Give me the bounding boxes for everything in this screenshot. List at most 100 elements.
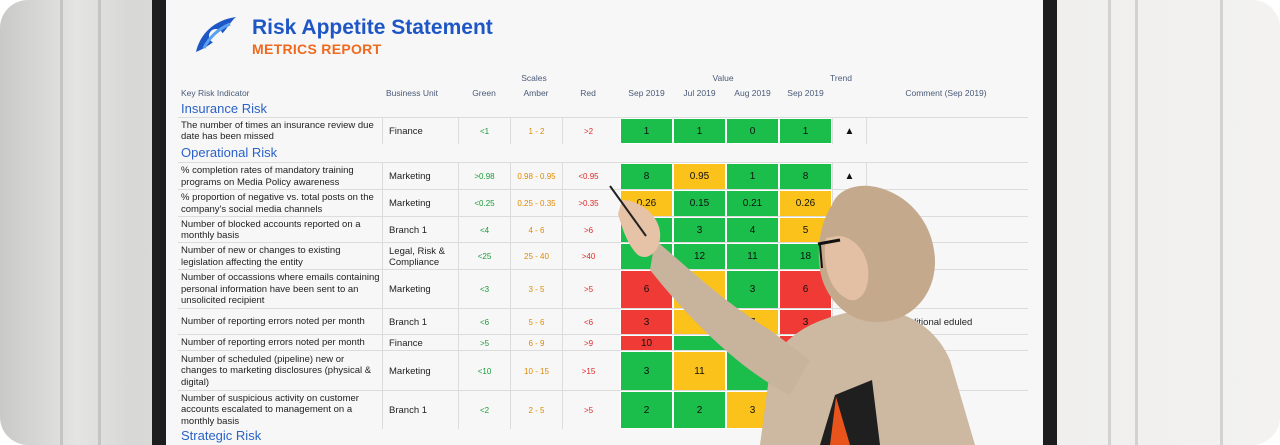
value-cell: 1 (726, 163, 779, 190)
value-cell: 1 (673, 118, 726, 144)
header-month: Sep 2019 (628, 88, 665, 98)
kri-label: % proportion of negative vs. total posts… (181, 192, 374, 215)
header-month: Jul 2019 (683, 88, 716, 98)
business-unit: Branch 1 (382, 309, 458, 335)
wall-panel-line (60, 0, 63, 445)
business-unit: Marketing (382, 163, 458, 190)
table-row: Number of reporting errors noted per mon… (178, 308, 1028, 335)
scale-green: <0.25 (458, 190, 510, 217)
trend-arrow (832, 190, 866, 217)
scale-amber: 25 - 40 (510, 243, 562, 270)
header-business-unit: Business Unit (386, 88, 438, 98)
value-cell: 2 (620, 391, 673, 429)
business-unit: Finance (382, 118, 458, 144)
value-cell: 12 (673, 243, 726, 270)
value-cell (726, 335, 779, 351)
trend-arrow (832, 391, 866, 429)
value-cell: 3 (726, 270, 779, 309)
scale-red: >15 (562, 351, 614, 391)
comment (866, 163, 1028, 190)
value-cell: 3 (620, 309, 673, 335)
scale-amber: 6 - 9 (510, 335, 562, 351)
trend-arrow (832, 309, 866, 335)
value-cell: 10 (620, 335, 673, 351)
value-cell: 7 (726, 309, 779, 335)
value-cell: 6 (620, 270, 673, 309)
value-cell: 0.15 (673, 190, 726, 217)
kri-label: Number of suspicious activity on custome… (181, 392, 359, 427)
wall-panel-line (98, 0, 101, 445)
value-cell: 0.95 (673, 163, 726, 190)
value-cell: 0.21 (726, 190, 779, 217)
kri-label: Number of occassions where emails contai… (181, 272, 380, 307)
scale-green: <6 (458, 309, 510, 335)
scale-red: >5 (562, 391, 614, 429)
scale-red: >6 (562, 217, 614, 243)
trend-arrow (832, 335, 866, 351)
comment (866, 270, 1028, 309)
table-row: Number of occassions where emails contai… (178, 269, 1028, 309)
scale-amber: 0.98 - 0.95 (510, 163, 562, 190)
kri-label: Number of scheduled (pipeline) new or ch… (181, 353, 372, 388)
table-row: Number of new or changes to existing leg… (178, 242, 1028, 270)
value-cell (726, 351, 779, 391)
scale-amber: 4 - 6 (510, 217, 562, 243)
scale-red: >5 (562, 270, 614, 309)
scale-green: <3 (458, 270, 510, 309)
scale-green: >0.98 (458, 163, 510, 190)
section-insurance-risk: Insurance Risk (181, 101, 267, 116)
value-cell: 11 (673, 351, 726, 391)
header-amber: Amber (523, 88, 549, 98)
table-row: % completion rates of mandatory training… (178, 162, 1028, 190)
kri-label: % completion rates of mandatory training… (181, 165, 354, 188)
scale-amber: 3 - 5 (510, 270, 562, 309)
scale-red: >2 (562, 118, 614, 144)
value-cell (779, 351, 832, 391)
value-cell (673, 270, 726, 309)
scale-green: <1 (458, 118, 510, 144)
wall-panel-line (1135, 0, 1138, 445)
value-cell: 8 (620, 163, 673, 190)
value-cell: 10 (779, 335, 832, 351)
value-cell: 3 (673, 217, 726, 243)
trend-arrow: ▲ (832, 118, 866, 144)
report-subtitle: METRICS REPORT (252, 41, 382, 57)
wall-panel-line (1220, 0, 1223, 445)
scale-red: >9 (562, 335, 614, 351)
table-row: Number of blocked accounts reported on a… (178, 216, 1028, 243)
value-cell (673, 309, 726, 335)
scale-red: >0.35 (562, 190, 614, 217)
value-cell: 0.26 (779, 190, 832, 217)
comment (866, 335, 1028, 351)
scale-red: <0.95 (562, 163, 614, 190)
value-cell: 11 (726, 243, 779, 270)
business-unit: Marketing (382, 190, 458, 217)
table-row: Number of suspicious activity on custome… (178, 390, 1028, 429)
trend-arrow (832, 351, 866, 391)
kri-label: Number of reporting errors noted per mon… (181, 316, 365, 328)
header-month: Sep 2019 (787, 88, 824, 98)
value-cell: 1 (779, 118, 832, 144)
value-cell: 0.26 (620, 190, 673, 217)
scale-red: >40 (562, 243, 614, 270)
kri-label: Number of reporting errors noted per mon… (181, 337, 365, 349)
scale-amber: 0.25 - 0.35 (510, 190, 562, 217)
trend-arrow (832, 243, 866, 270)
header-comment: Comment (Sep 2019) (905, 88, 987, 98)
value-cell: 0 (726, 118, 779, 144)
scale-green: <2 (458, 391, 510, 429)
header-green: Green (472, 88, 496, 98)
business-unit: Branch 1 (382, 217, 458, 243)
report-title: Risk Appetite Statement (252, 16, 493, 39)
scale-amber: 10 - 15 (510, 351, 562, 391)
value-cell: 1 (620, 118, 673, 144)
value-cell: 5 (779, 217, 832, 243)
report-screen: Risk Appetite Statement METRICS REPORT S… (166, 0, 1043, 445)
section-strategic-risk: Strategic Risk (181, 428, 262, 443)
scale-green: <25 (458, 243, 510, 270)
header-scales: Scales (521, 73, 547, 83)
value-cell: 4 (726, 217, 779, 243)
company-logo-icon (196, 17, 236, 52)
business-unit: Branch 1 (382, 391, 458, 429)
